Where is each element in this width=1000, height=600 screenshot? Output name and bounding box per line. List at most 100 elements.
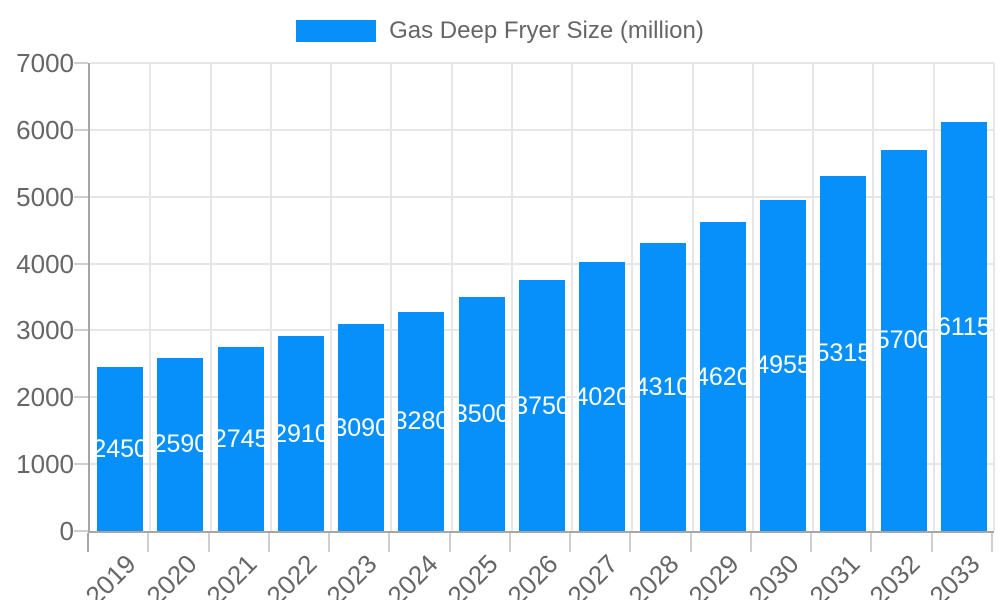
x-tick-label-2022: 2022 [260,548,323,600]
x-axis-tick [569,533,572,552]
gridline-horizontal [90,62,994,64]
x-axis-tick [629,533,632,552]
x-tick-label-2028: 2028 [622,548,685,600]
chart-legend-item[interactable]: Gas Deep Fryer Size (million) [0,16,1000,46]
y-axis-tick [74,530,88,532]
x-tick-label-2031: 2031 [803,548,866,600]
gridline-vertical [812,63,815,531]
bar-2028[interactable] [639,242,686,531]
x-tick-label-2033: 2033 [923,548,986,600]
gridline-vertical [751,63,754,531]
bar-2025[interactable] [458,297,505,531]
bar-2022[interactable] [277,336,324,531]
bar-value-label-2022: 2910 [273,419,329,448]
bar-2030[interactable] [760,199,807,531]
x-axis-tick [991,533,993,552]
y-tick-label-6000: 6000 [16,114,74,145]
x-axis-tick [810,533,813,552]
x-axis-tick [147,533,150,552]
gridline-vertical [510,63,513,531]
x-tick-label-2026: 2026 [501,548,564,600]
legend-label: Gas Deep Fryer Size (million) [389,17,704,44]
y-tick-label-3000: 3000 [16,315,74,346]
bar-2032[interactable] [880,149,927,531]
y-axis-tick [74,195,88,198]
bar-2031[interactable] [820,175,867,531]
x-axis-tick [267,533,270,552]
bar-value-label-2026: 3750 [514,391,570,420]
y-tick-label-2000: 2000 [16,382,74,413]
gridline-vertical [209,63,212,531]
bar-value-label-2032: 5700 [875,326,932,355]
bar-2020[interactable] [157,357,204,531]
bar-value-label-2021: 2745 [212,425,269,454]
bar-value-label-2019: 2450 [92,435,148,464]
bar-2033[interactable] [940,122,987,531]
bar-2023[interactable] [338,324,385,531]
gridline-vertical [450,63,453,531]
gridline-horizontal [90,128,994,131]
y-axis-tick [74,329,88,332]
y-axis-tick [74,62,88,64]
plot-area: 2450 2590 2745 2910 3090 3280 3500 3750 4020 4310… [88,62,995,533]
y-tick-label-1000: 1000 [16,449,74,480]
gridline-vertical [691,63,694,531]
x-axis-tick [388,533,391,552]
y-axis-tick [74,463,88,466]
x-tick-label-2019: 2019 [79,548,142,600]
y-tick-label-4000: 4000 [16,248,74,279]
bar-value-label-2029: 4620 [694,362,751,391]
y-tick-label-0: 0 [59,516,74,546]
legend-swatch [296,20,377,42]
x-axis-tick [689,533,692,552]
bar-value-label-2033: 6115 [936,312,991,341]
x-axis-tick [870,533,873,552]
x-tick-label-2023: 2023 [320,548,384,600]
gridline-vertical [269,63,272,531]
y-axis-tick [74,396,88,399]
x-axis-tick [207,533,210,552]
bar-value-label-2024: 3280 [393,407,450,436]
bar-value-label-2030: 4955 [755,351,811,380]
bar-2027[interactable] [579,262,626,531]
bar-2019[interactable] [97,367,144,531]
bar-2026[interactable] [519,280,565,531]
gridline-vertical [149,63,152,531]
x-axis-tick [508,533,511,552]
gridline-vertical [872,63,875,531]
x-tick-label-2029: 2029 [682,548,745,600]
x-tick-label-2020: 2020 [140,548,203,600]
gridline-horizontal [90,262,994,265]
bar-value-label-2028: 4310 [634,372,691,401]
bar-2029[interactable] [699,222,746,531]
x-tick-label-2021: 2021 [200,548,263,600]
bar-2024[interactable] [398,311,445,531]
gridline-horizontal [90,195,994,198]
x-tick-label-2032: 2032 [863,548,926,600]
gridline-vertical [993,63,995,531]
gridline-vertical [571,63,574,531]
x-tick-label-2024: 2024 [381,548,444,600]
bar-value-label-2027: 4020 [574,382,631,411]
x-tick-label-2030: 2030 [742,548,805,600]
x-axis-tick [448,533,451,552]
x-tick-label-2027: 2027 [561,548,625,600]
gridline-vertical [932,63,935,531]
gridline-vertical [631,63,634,531]
x-tick-label-2025: 2025 [441,548,504,600]
y-axis-tick [74,262,88,265]
x-axis-tick [930,533,933,552]
y-axis-tick [74,128,88,131]
y-tick-label-7000: 7000 [16,48,74,78]
y-tick-label-5000: 5000 [16,181,74,212]
bar-value-label-2031: 5315 [815,339,872,368]
gridline-vertical [390,63,393,531]
x-axis-tick [87,533,89,552]
bar-value-label-2025: 3500 [453,400,510,428]
bar-value-label-2023: 3090 [333,413,389,442]
x-axis-tick [328,533,331,552]
x-axis-tick [749,533,752,552]
bar-2021[interactable] [217,347,264,531]
bar-value-label-2020: 2590 [152,430,209,459]
